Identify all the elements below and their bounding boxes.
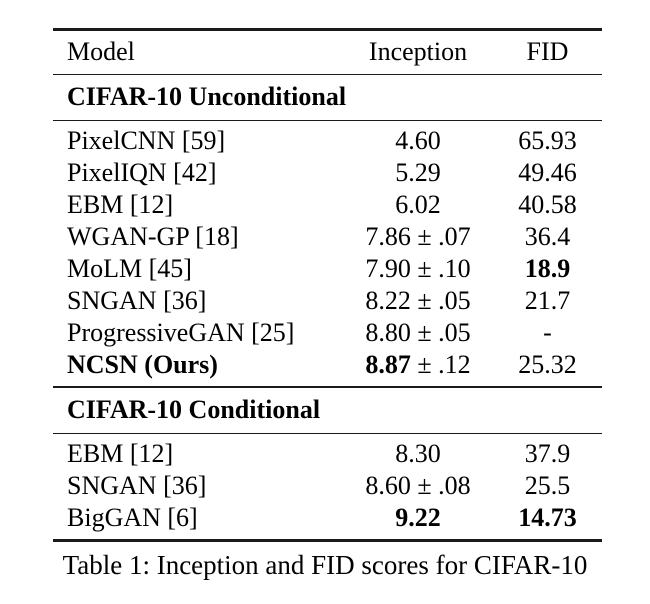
model-cell: SNGAN [36] (67, 286, 207, 315)
inception-cell: 8.60 ± .08 (343, 470, 493, 502)
table-row: SNGAN [36] 8.60 ± .08 25.5 (53, 470, 602, 502)
inception-value: 7.90 (365, 254, 411, 283)
model-cell: EBM [12] (67, 439, 174, 468)
model-cell: SNGAN [36] (67, 471, 207, 500)
inception-value: 8.30 (395, 439, 441, 468)
inception-value: 8.22 (365, 286, 411, 315)
model-cell: EBM [12] (67, 190, 174, 219)
inception-stddev: ± .08 (410, 471, 471, 500)
inception-value: 5.29 (395, 158, 441, 187)
inception-value: 9.22 (395, 503, 441, 532)
column-header-inception: Inception (343, 28, 493, 75)
fid-cell: 65.93 (518, 126, 577, 155)
table-row: NCSN (Ours) 8.87 ± .12 25.32 (53, 349, 602, 387)
model-cell: PixelCNN [59] (67, 126, 226, 155)
inception-value: 8.60 (365, 471, 411, 500)
section-title: CIFAR-10 Unconditional (53, 74, 602, 121)
model-cell: ProgressiveGAN [25] (67, 318, 295, 347)
table-section: CIFAR-10 Conditional EBM [12] 8.30 37.9 SNGA… (53, 387, 602, 541)
fid-cell: 40.58 (518, 190, 577, 219)
table-row: SNGAN [36] 8.22 ± .05 21.7 (53, 285, 602, 317)
fid-cell: 18.9 (524, 254, 571, 283)
inception-cell: 8.22 ± .05 (343, 285, 493, 317)
table-row: EBM [12] 6.02 40.58 (53, 189, 602, 221)
fid-cell: - (543, 318, 552, 347)
table-header: Model Inception FID (53, 28, 602, 75)
inception-cell: 9.22 (343, 502, 493, 541)
inception-cell: 6.02 (343, 189, 493, 221)
table-row: WGAN-GP [18] 7.86 ± .07 36.4 (53, 221, 602, 253)
model-cell: WGAN-GP [18] (67, 222, 239, 251)
inception-value: 8.87 (365, 350, 411, 379)
inception-stddev: ± .05 (410, 318, 471, 347)
table-section: CIFAR-10 Unconditional PixelCNN [59] 4.60 6… (53, 74, 602, 387)
section-header-row: CIFAR-10 Conditional (53, 387, 602, 434)
results-table: Model Inception FID CIFAR-10 Uncondition… (53, 28, 602, 542)
inception-cell: 8.87 ± .12 (343, 349, 493, 387)
fid-cell: 21.7 (524, 286, 571, 315)
table-row: EBM [12] 8.30 37.9 (53, 434, 602, 471)
inception-value: 7.86 (365, 222, 411, 251)
inception-value: 4.60 (395, 126, 441, 155)
model-cell: MoLM [45] (67, 254, 192, 283)
inception-cell: 7.90 ± .10 (343, 253, 493, 285)
fid-cell: 49.46 (518, 158, 577, 187)
fid-cell: 25.5 (524, 471, 571, 500)
fid-cell: 37.9 (524, 439, 571, 468)
section-title: CIFAR-10 Conditional (53, 387, 602, 434)
inception-cell: 8.30 (343, 434, 493, 471)
table-row: PixelIQN [42] 5.29 49.46 (53, 157, 602, 189)
table-row: MoLM [45] 7.90 ± .10 18.9 (53, 253, 602, 285)
model-cell: PixelIQN [42] (67, 158, 217, 187)
inception-value: 8.80 (365, 318, 411, 347)
column-header-fid: FID (493, 28, 602, 75)
section-header-row: CIFAR-10 Unconditional (53, 74, 602, 121)
inception-stddev: ± .07 (410, 222, 471, 251)
inception-stddev: ± .05 (410, 286, 471, 315)
inception-cell: 7.86 ± .07 (343, 221, 493, 253)
table-row: BigGAN [6] 9.22 14.73 (53, 502, 602, 541)
fid-cell: 25.32 (518, 350, 577, 379)
inception-cell: 4.60 (343, 121, 493, 158)
fid-cell: 14.73 (518, 503, 577, 532)
fid-cell: 36.4 (524, 222, 571, 251)
table-caption: Table 1: Inception and FID scores for CI… (62, 550, 588, 580)
table-row: ProgressiveGAN [25] 8.80 ± .05 - (53, 317, 602, 349)
table-row: PixelCNN [59] 4.60 65.93 (53, 121, 602, 158)
inception-stddev: ± .10 (410, 254, 471, 283)
inception-cell: 8.80 ± .05 (343, 317, 493, 349)
model-cell: NCSN (Ours) (67, 350, 218, 379)
inception-stddev: ± .12 (410, 350, 471, 379)
inception-value: 6.02 (395, 190, 441, 219)
inception-cell: 5.29 (343, 157, 493, 189)
header-row: Model Inception FID (53, 28, 602, 75)
column-header-model: Model (53, 28, 343, 75)
model-cell: BigGAN [6] (67, 503, 198, 532)
